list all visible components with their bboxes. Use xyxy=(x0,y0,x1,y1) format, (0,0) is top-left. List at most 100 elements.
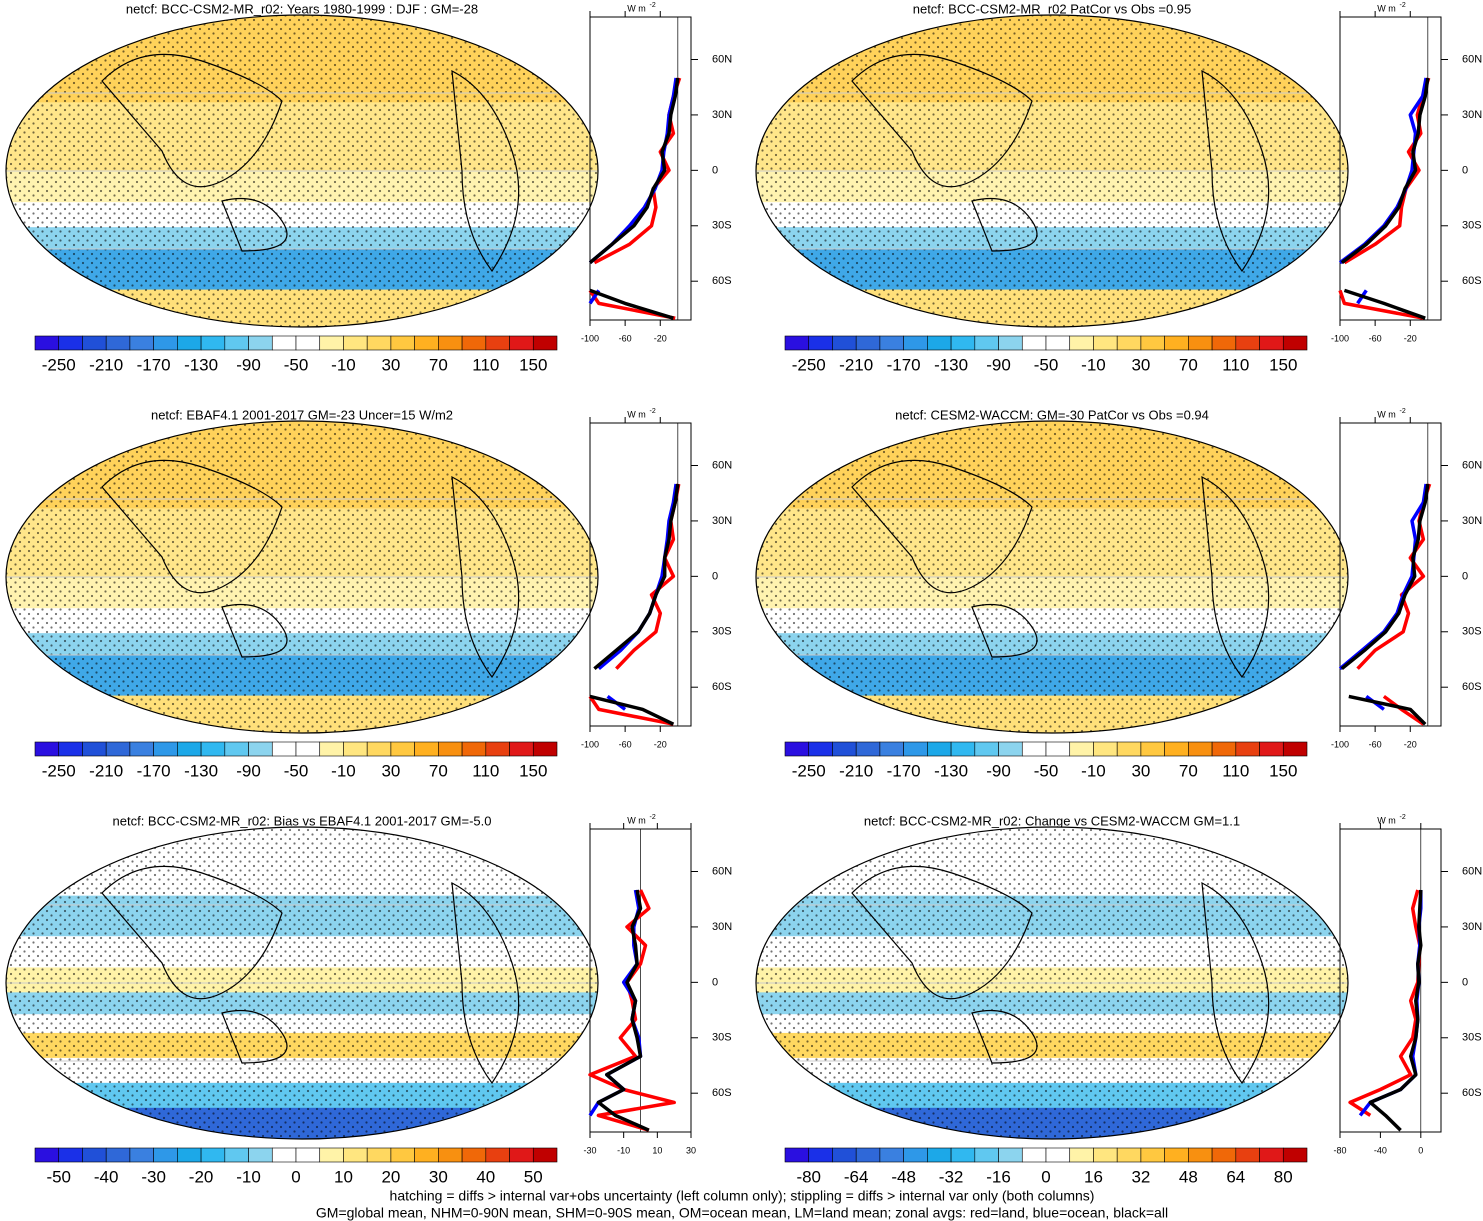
y-tick-label: 0 xyxy=(1462,976,1468,988)
colorbar-box xyxy=(200,1147,226,1163)
unit-exp: -2 xyxy=(650,814,656,821)
colorbar-box xyxy=(974,335,999,351)
colorbar-label: 48 xyxy=(1179,1167,1198,1186)
colorbar-box xyxy=(390,741,415,757)
map xyxy=(6,827,598,1139)
colorbar-box xyxy=(271,1147,297,1163)
colorbar-label: -210 xyxy=(89,355,123,374)
x-tick-label: -20 xyxy=(654,739,667,749)
colorbar-box xyxy=(1116,741,1142,757)
colorbar-label: -90 xyxy=(986,761,1011,780)
colorbar-box xyxy=(58,1147,83,1163)
coastline xyxy=(851,53,1270,273)
colorbar-box xyxy=(438,1147,463,1163)
colorbar-box xyxy=(832,1147,857,1163)
panel-title: netcf: EBAF4.1 2001-2017 GM=-23 Uncer=15… xyxy=(151,407,453,422)
colorbar-box xyxy=(1116,335,1142,351)
y-tick-label: 30S xyxy=(712,1032,732,1044)
y-tick-label: 60S xyxy=(1462,1087,1482,1099)
profile-line xyxy=(596,889,650,1132)
colorbar-box xyxy=(1140,741,1165,757)
map xyxy=(6,421,598,733)
colorbar-box xyxy=(784,335,810,351)
y-tick-label: 30S xyxy=(712,220,732,232)
colorbar-box xyxy=(509,335,534,351)
colorbar-box xyxy=(485,1147,510,1163)
map xyxy=(756,15,1348,327)
colorbar-box xyxy=(1211,335,1237,351)
colorbar-box xyxy=(1069,335,1094,351)
colorbar-box xyxy=(509,1147,534,1163)
colorbar-box xyxy=(1021,741,1047,757)
map xyxy=(756,421,1348,733)
colorbar-label: 32 xyxy=(1131,1167,1150,1186)
profile-line xyxy=(1368,889,1423,1132)
x-tick-label: -60 xyxy=(1369,333,1382,343)
colorbar-label: -250 xyxy=(42,355,76,374)
panel-title: netcf: BCC-CSM2-MR_r02: Change vs CESM2-… xyxy=(864,813,1240,828)
colorbar-box xyxy=(1140,1147,1165,1163)
y-tick-label: 0 xyxy=(712,570,718,582)
colorbar-label: 30 xyxy=(1131,761,1150,780)
colorbar-box xyxy=(58,741,83,757)
x-tick-label: -100 xyxy=(581,739,599,749)
colorbar-box xyxy=(1164,741,1189,757)
colorbar-box xyxy=(855,1147,881,1163)
colorbar-box xyxy=(532,335,558,351)
colorbar-label: -250 xyxy=(792,761,826,780)
colorbar-box xyxy=(974,741,999,757)
panel-title: netcf: BCC-CSM2-MR_r02 PatCor vs Obs =0.… xyxy=(913,1,1192,16)
colorbar-box xyxy=(532,1147,558,1163)
y-tick-label: 60N xyxy=(712,865,732,877)
y-tick-label: 60N xyxy=(1462,53,1482,65)
map xyxy=(756,827,1348,1139)
unit-exp: -2 xyxy=(1400,408,1406,415)
colorbar-label: -50 xyxy=(46,1167,71,1186)
colorbar-box xyxy=(105,1147,131,1163)
colorbar-box xyxy=(248,741,273,757)
colorbar-box xyxy=(832,741,857,757)
colorbar-box xyxy=(808,1147,833,1163)
colorbar-box xyxy=(1282,1147,1308,1163)
colorbar-box xyxy=(129,1147,154,1163)
y-tick-label: 60S xyxy=(712,275,732,287)
y-tick-label: 0 xyxy=(712,976,718,988)
colorbar-box xyxy=(1045,741,1071,757)
colorbar-box xyxy=(903,335,928,351)
colorbar-box xyxy=(950,335,976,351)
colorbar-label: -90 xyxy=(236,761,261,780)
colorbar-box xyxy=(295,741,321,757)
x-tick-label: -30 xyxy=(583,1145,596,1155)
colorbar-box xyxy=(129,741,154,757)
y-tick-label: 0 xyxy=(1462,570,1468,582)
colorbar-box xyxy=(390,1147,415,1163)
footer-line: GM=global mean, NHM=0-90N mean, SHM=0-90… xyxy=(316,1205,1168,1221)
y-tick-label: 60S xyxy=(1462,681,1482,693)
colorbar-label: 20 xyxy=(381,1167,400,1186)
colorbar-box xyxy=(879,741,904,757)
y-tick-label: 30N xyxy=(1462,515,1482,527)
colorbar-box xyxy=(1069,1147,1094,1163)
coastline xyxy=(101,459,520,679)
unit: W m xyxy=(627,409,646,419)
colorbar-label: -170 xyxy=(887,761,921,780)
colorbar-box xyxy=(224,741,249,757)
colorbar-box xyxy=(461,1147,487,1163)
unit: W m xyxy=(1377,815,1396,825)
y-tick-label: 30S xyxy=(1462,1032,1482,1044)
colorbar-label: 30 xyxy=(381,761,400,780)
colorbar-box xyxy=(1093,1147,1118,1163)
colorbar-box xyxy=(58,335,83,351)
colorbar-box xyxy=(105,741,131,757)
colorbar-box xyxy=(1069,741,1094,757)
colorbar-box xyxy=(343,741,368,757)
colorbar-box xyxy=(438,741,463,757)
colorbar-box xyxy=(366,1147,392,1163)
y-tick-label: 30N xyxy=(1462,921,1482,933)
panel-title: netcf: BCC-CSM2-MR_r02: Years 1980-1999 … xyxy=(126,1,478,16)
y-tick-label: 0 xyxy=(712,164,718,176)
unit: W m xyxy=(627,815,646,825)
colorbar-label: 70 xyxy=(1179,761,1198,780)
y-tick-label: 30S xyxy=(1462,626,1482,638)
colorbar-label: -170 xyxy=(137,355,171,374)
